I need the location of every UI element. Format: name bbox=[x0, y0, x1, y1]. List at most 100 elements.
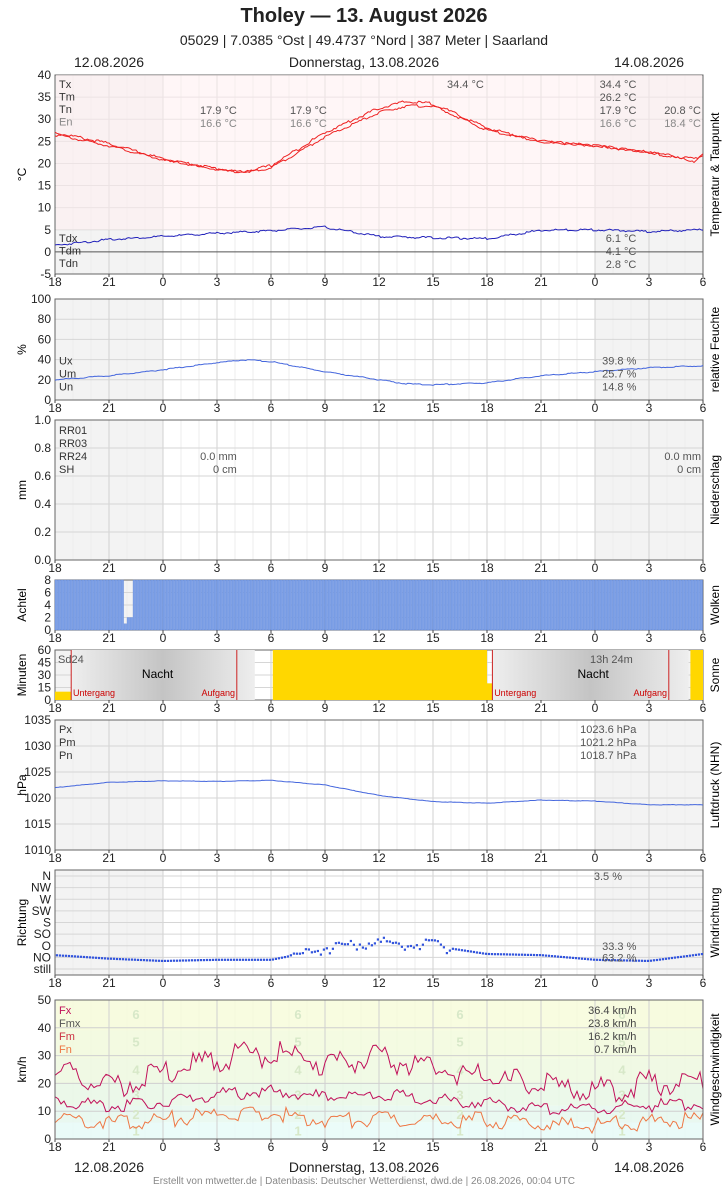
cloud-bar bbox=[81, 579, 85, 631]
cloud-bar bbox=[84, 579, 88, 631]
wind-direction-point bbox=[94, 956, 97, 959]
wind-direction-point bbox=[136, 958, 139, 961]
hum-legend-item: Ux bbox=[59, 356, 73, 368]
beaufort-label: 1 bbox=[618, 1124, 625, 1139]
cloud-bar bbox=[519, 579, 523, 631]
cloud-bar bbox=[150, 579, 154, 631]
cloud-bar bbox=[513, 579, 517, 631]
wind-direction-point bbox=[307, 948, 310, 951]
wind-y-tick-label: 40 bbox=[38, 1021, 52, 1035]
wdir-y-tick-label: S bbox=[43, 916, 51, 930]
wind-direction-point bbox=[676, 956, 679, 959]
cloud-bar bbox=[75, 579, 79, 631]
cloud-bar bbox=[687, 579, 691, 631]
cloud-bar bbox=[246, 579, 250, 631]
wind-direction-point bbox=[217, 958, 220, 961]
beaufort-label: 3 bbox=[618, 1088, 625, 1103]
temp-annotation: 34.4 °C bbox=[600, 79, 637, 91]
temp-y-tick-label: 0 bbox=[44, 245, 51, 259]
wind-direction-point bbox=[226, 958, 229, 961]
beaufort-label: 1 bbox=[132, 1124, 139, 1139]
wind-direction-point bbox=[139, 958, 142, 962]
cloud-bar bbox=[429, 579, 433, 631]
beaufort-label: 6 bbox=[456, 1007, 463, 1022]
cloud-bar bbox=[645, 579, 649, 631]
wind-direction-point bbox=[154, 959, 157, 962]
wind-direction-point bbox=[583, 957, 586, 960]
press-legend-item: Px bbox=[59, 724, 72, 736]
cloud-bar bbox=[609, 579, 613, 631]
cloud-bar bbox=[339, 579, 343, 631]
wind-direction-point bbox=[574, 957, 577, 960]
wind-fx-line bbox=[54, 1041, 704, 1103]
wind-direction-point bbox=[175, 959, 178, 962]
x-tick-label: 0 bbox=[160, 851, 167, 865]
cloud-bar bbox=[375, 579, 379, 631]
cloud-bar bbox=[273, 579, 277, 631]
rain-y-tick-label: 0.0 bbox=[34, 553, 51, 567]
x-tick-label: 3 bbox=[646, 851, 653, 865]
cloud-bar bbox=[696, 579, 700, 631]
cloud-bar bbox=[225, 579, 229, 631]
cloud-bar bbox=[324, 579, 328, 631]
cloud-bar bbox=[534, 579, 538, 631]
wind-direction-point bbox=[355, 948, 358, 951]
wind-direction-point bbox=[376, 938, 379, 941]
cloud-bar bbox=[267, 579, 271, 631]
wdir-annotation: 3.5 % bbox=[594, 871, 622, 883]
wind-direction-point bbox=[229, 958, 232, 961]
cloud-bar bbox=[351, 579, 355, 631]
wind-direction-point bbox=[553, 955, 556, 958]
cloud-bar bbox=[96, 579, 100, 631]
wind-direction-point bbox=[61, 954, 64, 957]
wind-direction-point bbox=[220, 958, 223, 961]
wind-direction-point bbox=[580, 957, 583, 960]
wind-direction-point bbox=[64, 954, 67, 957]
x-tick-label: 18 bbox=[48, 561, 62, 575]
temp-y-tick-label: 40 bbox=[38, 68, 52, 82]
cloud-bar bbox=[612, 579, 616, 631]
temp-y-tick-label: 25 bbox=[38, 134, 52, 148]
wdir-y-tick-label: still bbox=[34, 962, 51, 976]
cloud-bar bbox=[681, 579, 685, 631]
wind-direction-point bbox=[169, 959, 172, 962]
x-tick-label: 15 bbox=[426, 1140, 440, 1154]
beaufort-label: 5 bbox=[456, 1035, 463, 1050]
cloud-bar bbox=[450, 579, 454, 631]
wind-direction-point bbox=[412, 946, 415, 949]
wind-direction-point bbox=[604, 958, 607, 962]
wind-direction-point bbox=[460, 949, 463, 952]
cloud-bar bbox=[159, 579, 163, 631]
wind-direction-point bbox=[145, 959, 148, 962]
wind-direction-point bbox=[352, 943, 355, 946]
wind-direction-point bbox=[235, 958, 238, 961]
sun-legend-label: Sd24 bbox=[58, 654, 84, 666]
cloud-bar bbox=[432, 579, 436, 631]
wind-legend-item: Fm bbox=[59, 1031, 75, 1043]
cloud-bar bbox=[585, 579, 589, 631]
wind-direction-point bbox=[457, 948, 460, 951]
wind-direction-point bbox=[526, 953, 529, 956]
cloud-bar bbox=[492, 579, 496, 631]
temp-max-annotation: 34.4 °C bbox=[447, 79, 484, 91]
cloud-bar bbox=[600, 579, 604, 631]
cloud-bar bbox=[654, 579, 658, 631]
wind-direction-point bbox=[259, 958, 262, 961]
press-y-axis-label: hPa bbox=[15, 774, 29, 796]
x-tick-label: 0 bbox=[592, 1140, 599, 1154]
cloud-bar bbox=[408, 579, 412, 631]
temp-legend-item: Tm bbox=[59, 92, 75, 104]
cloud-bar bbox=[420, 579, 424, 631]
rain-annotation: 0 cm bbox=[213, 464, 237, 476]
wind-direction-point bbox=[211, 958, 214, 961]
wind-direction-point bbox=[508, 953, 511, 956]
cloud-bar bbox=[441, 579, 445, 631]
wind-direction-point bbox=[214, 958, 217, 961]
beaufort-label: 2 bbox=[618, 1107, 625, 1122]
cloud-bar bbox=[372, 579, 376, 631]
x-tick-label: 21 bbox=[102, 401, 116, 415]
wind-direction-point bbox=[310, 951, 313, 954]
temp-annotation: 17.9 °C bbox=[200, 105, 237, 117]
sunset-label: Untergang bbox=[73, 688, 115, 698]
